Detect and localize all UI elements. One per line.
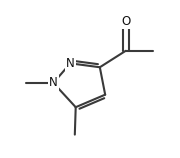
Text: O: O	[121, 15, 130, 27]
Text: N: N	[49, 76, 58, 89]
Text: N: N	[66, 57, 75, 70]
